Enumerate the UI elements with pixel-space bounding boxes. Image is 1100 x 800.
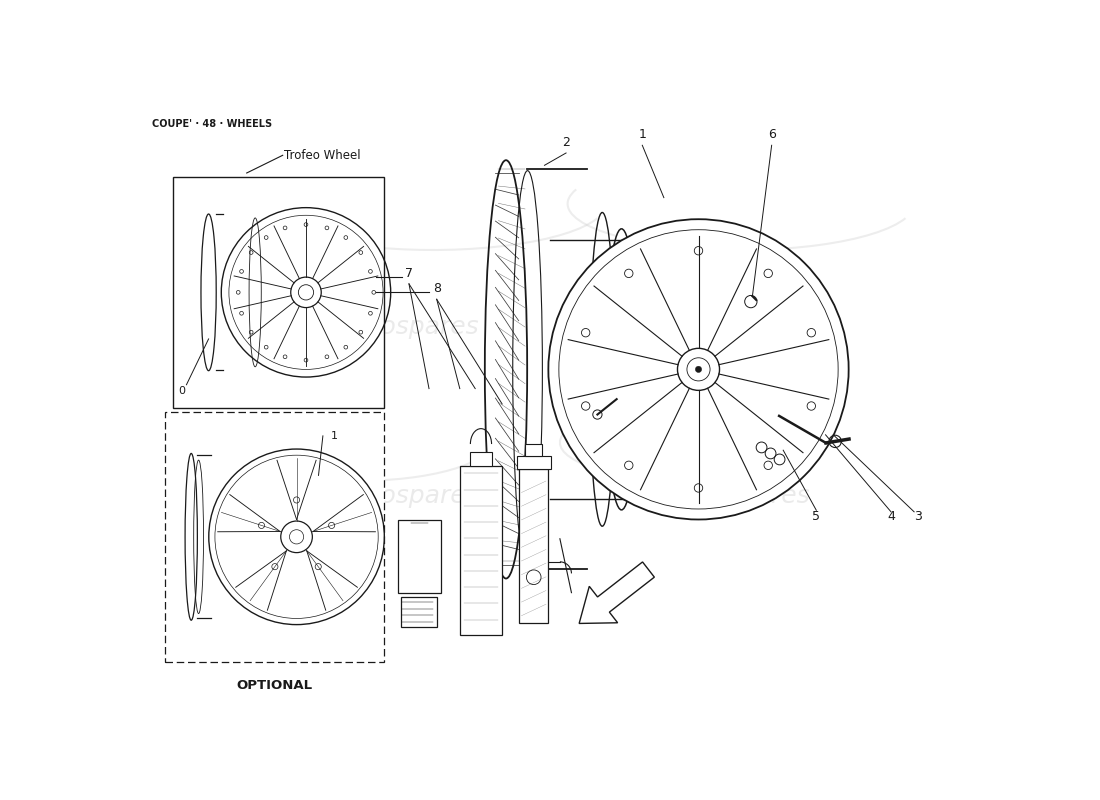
Text: Trofeo Wheel: Trofeo Wheel: [284, 149, 361, 162]
Text: 4: 4: [887, 510, 895, 522]
Circle shape: [695, 366, 702, 373]
Text: COUPE' · 48 · WHEELS: COUPE' · 48 · WHEELS: [152, 119, 272, 129]
Text: 0: 0: [178, 386, 185, 396]
Text: 2: 2: [562, 136, 570, 149]
Text: 8: 8: [432, 282, 441, 295]
Bar: [173, 177, 384, 408]
Text: 1: 1: [638, 128, 646, 142]
Text: 3: 3: [914, 510, 922, 522]
Ellipse shape: [624, 240, 648, 498]
Text: eurospares: eurospares: [340, 315, 480, 339]
Circle shape: [548, 219, 849, 519]
Text: 6: 6: [768, 128, 776, 142]
Text: 1: 1: [331, 431, 338, 441]
Bar: [525, 444, 542, 455]
Text: eurospares: eurospares: [671, 484, 811, 509]
Bar: [398, 519, 440, 593]
Text: 5: 5: [812, 510, 821, 522]
Bar: [165, 412, 384, 662]
Bar: [400, 597, 437, 627]
Text: eurospares: eurospares: [340, 484, 480, 509]
Ellipse shape: [605, 229, 638, 510]
Text: eurospares: eurospares: [671, 315, 811, 339]
Text: OPTIONAL: OPTIONAL: [236, 679, 312, 692]
Bar: [460, 466, 502, 635]
Bar: [471, 452, 492, 466]
Bar: [517, 455, 551, 470]
Text: 7: 7: [405, 267, 412, 280]
FancyArrow shape: [579, 562, 654, 623]
Bar: [519, 470, 548, 623]
